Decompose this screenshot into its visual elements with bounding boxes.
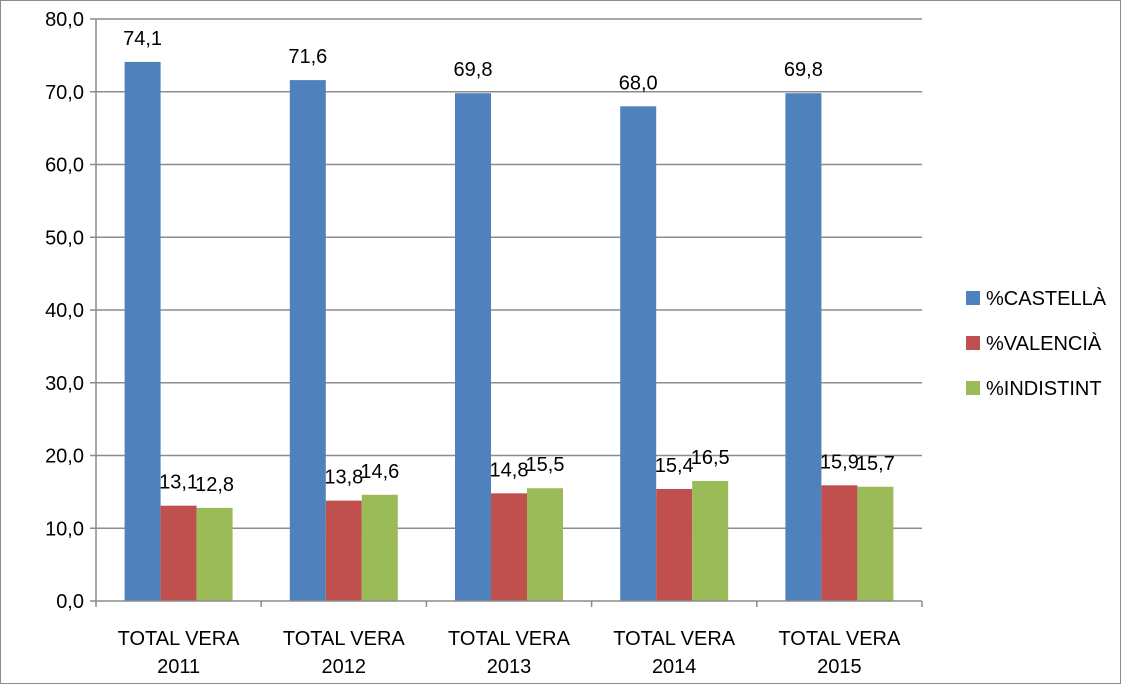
y-tick-label: 10,0 bbox=[45, 518, 84, 540]
x-tick-label: TOTAL VERA bbox=[448, 628, 571, 650]
bar bbox=[857, 486, 894, 601]
bar bbox=[160, 505, 197, 601]
y-tick-label: 80,0 bbox=[45, 9, 84, 31]
legend-label: %INDISTINT bbox=[986, 378, 1102, 400]
y-tick-label: 20,0 bbox=[45, 446, 84, 468]
data-label: 15,7 bbox=[856, 453, 895, 475]
y-tick-label: 70,0 bbox=[45, 82, 84, 104]
data-label: 14,6 bbox=[360, 461, 399, 483]
bar bbox=[656, 488, 693, 601]
legend-swatch bbox=[966, 291, 980, 305]
legend: %CASTELLÀ %VALENCIÀ %INDISTINT bbox=[966, 287, 1107, 400]
bar bbox=[692, 480, 729, 601]
legend-label: %CASTELLÀ bbox=[986, 287, 1107, 310]
bar bbox=[325, 500, 362, 601]
data-label: 12,8 bbox=[195, 474, 234, 496]
legend-swatch bbox=[966, 381, 980, 395]
x-tick-label: TOTAL VERA bbox=[778, 628, 901, 650]
bar bbox=[124, 61, 161, 602]
y-tick-label: 50,0 bbox=[45, 227, 84, 249]
x-tick-label: 2011 bbox=[157, 656, 200, 678]
gridlines bbox=[96, 18, 922, 529]
bar bbox=[196, 507, 233, 601]
y-tick-label: 0,0 bbox=[56, 591, 84, 613]
x-tick-label: TOTAL VERA bbox=[613, 628, 736, 650]
y-tick-label: 60,0 bbox=[45, 155, 84, 177]
bar bbox=[620, 106, 657, 602]
data-label: 15,4 bbox=[655, 455, 694, 477]
x-tick-label: TOTAL VERA bbox=[283, 628, 406, 650]
y-tick-label: 40,0 bbox=[45, 300, 84, 322]
legend-label: %VALENCIÀ bbox=[986, 332, 1102, 355]
data-label: 13,8 bbox=[324, 467, 363, 489]
axes: 0,0 10,0 20,0 30,0 40,0 50,0 60,0 70,0 80,0 TOTAL… bbox=[45, 9, 923, 678]
bar bbox=[455, 93, 491, 601]
data-label: 15,9 bbox=[820, 451, 859, 473]
bar bbox=[785, 93, 822, 601]
bar bbox=[821, 485, 858, 601]
data-label: 15,5 bbox=[526, 454, 565, 476]
data-label: 14,8 bbox=[490, 459, 529, 481]
bar bbox=[527, 488, 563, 601]
data-label: 69,8 bbox=[784, 59, 823, 81]
data-label: 13,1 bbox=[159, 472, 198, 494]
bar bbox=[491, 493, 527, 601]
bar bbox=[289, 80, 326, 602]
data-label: 68,0 bbox=[619, 72, 658, 94]
x-tick-label: TOTAL VERA bbox=[118, 628, 241, 650]
y-tick-label: 30,0 bbox=[45, 373, 84, 395]
x-tick-label: 2015 bbox=[817, 656, 862, 678]
data-labels: 74,1 71,6 69,8 68,0 69,8 13,1 13,8 14,8 15,4 15,9… bbox=[123, 28, 895, 496]
x-tick-label: 2014 bbox=[652, 656, 697, 678]
x-tick-label: 2013 bbox=[487, 656, 532, 678]
data-label: 74,1 bbox=[123, 28, 162, 50]
legend-swatch bbox=[966, 336, 980, 350]
bar bbox=[361, 494, 398, 601]
data-label: 16,5 bbox=[691, 447, 730, 469]
data-label: 71,6 bbox=[288, 46, 327, 68]
bars bbox=[124, 61, 894, 602]
x-tick-label: 2012 bbox=[322, 656, 367, 678]
data-label: 69,8 bbox=[454, 59, 493, 81]
